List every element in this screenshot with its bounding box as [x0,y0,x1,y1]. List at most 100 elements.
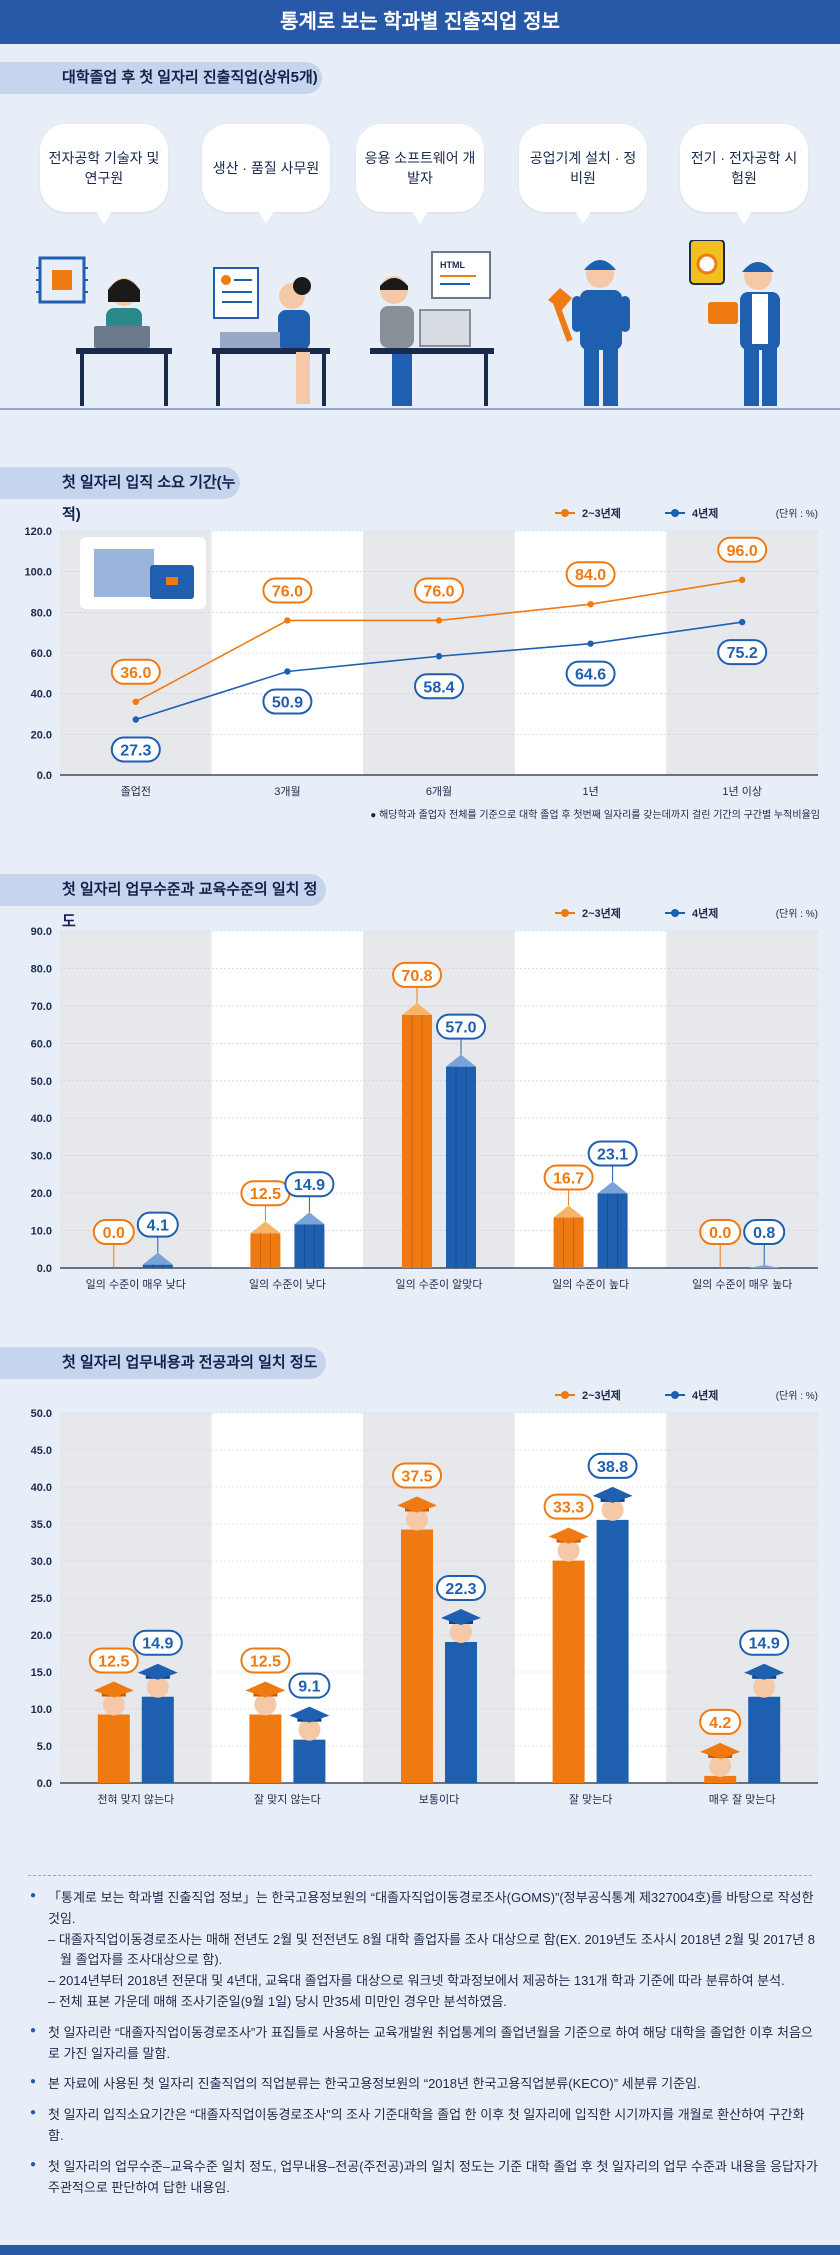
legend-marker-4yr [671,1391,679,1399]
mechanic-illustration [548,260,630,406]
data-label-4yr-box [739,1629,790,1656]
chart1-footnote: ● 해당학과 졸업자 전체를 기준으로 대학 졸업 후 첫번째 일자리를 갖는데… [370,810,820,821]
y-tick-label: 120.0 [24,526,52,538]
x-tick-label: 보통이다 [419,1793,459,1806]
graduate-face [102,1693,125,1716]
pencil-tip-2yr [402,1002,432,1015]
bar-2yr [97,1714,130,1783]
data-label-2yr: 12.5 [250,1186,281,1203]
x-tick-label: 잘 맞는다 [569,1793,613,1806]
data-label-2yr: 96.0 [727,543,758,560]
note-item: 첫 일자리 입직소요기간은 “대졸자직업이동경로조사”의 조사 기준대학을 졸업… [28,2105,818,2147]
major-match-bar-chart: 0.0 5.0 10.0 15.0 20.0 25.0 30.0 35.0 40.0 45.0 50… [31,1388,818,1806]
note-text: 첫 일자리 입직소요기간은 “대졸자직업이동경로조사”의 조사 기준대학을 졸업… [48,2107,805,2143]
data-point-2yr [132,698,139,705]
bar-4yr [294,1224,325,1268]
data-label-4yr-box [587,1452,638,1479]
data-label-4yr: 9.1 [298,1679,320,1696]
note-subitem: – 2014년부터 2018년 전문대 및 4년대, 교육대 졸업자를 대상으로… [48,1973,785,1989]
note-text: 본 자료에 사용된 첫 일자리 진출직업의 직업분류는 한국고용정보원의 “20… [48,2076,701,2092]
x-tick-label: 6개월 [426,785,452,798]
data-label-4yr: 14.9 [294,1177,325,1194]
x-tick-label: 전혀 맞지 않는다 [97,1793,174,1806]
graduate-cap-top-4yr [137,1663,178,1680]
data-point-4yr [587,640,594,647]
legend-label-2yr: 2~3년제 [582,506,621,520]
x-tick-label: 일의 수준이 매우 높다 [692,1277,792,1291]
data-label-4yr-box [436,1013,486,1040]
bar-4yr [748,1696,781,1783]
unit-label: (단위 : %) [776,1389,818,1402]
data-label-4yr-box [587,1140,638,1167]
legend-label-4yr: 4년제 [692,1388,718,1402]
legend-marker-4yr [671,509,679,517]
legend-label-4yr: 4년제 [692,506,718,520]
data-label-2yr-box [240,1647,291,1674]
graduate-cap-top-2yr [397,1496,437,1513]
data-label-2yr-box [543,1164,594,1191]
y-tick-label: 60.0 [31,1038,52,1050]
section2-title: 첫 일자리 입직 소요 기간(누적) [0,467,240,523]
x-tick-label: 1년 이상 [722,785,762,798]
chart-column-bg [363,931,515,1268]
graduate-cap-top-2yr [700,1742,741,1759]
pencil-tip-2yr [250,1221,281,1234]
data-label-4yr-box [743,1219,786,1245]
graduate-cap-top-4yr [289,1706,330,1723]
entry-period-line-chart: 0.0 20.0 40.0 60.0 80.0 100.0 120.0 졸업전 3개월 6개월 1년… [24,506,818,798]
chart-column-bg [60,931,212,1268]
monitor-html-text: HTML [440,260,465,270]
y-tick-label: 10.0 [31,1704,52,1716]
data-label-4yr-box [262,688,313,715]
bar-2yr [250,1233,281,1268]
note-item: 「통계로 보는 학과별 진출직업 정보」는 한국고용정보원의 “대졸자직업이동경… [28,1888,818,2013]
unit-label: (단위 : %) [776,907,818,920]
x-tick-label: 매우 잘 맞는다 [709,1793,776,1806]
job-bubble-1: 전자공학 기술자 및 연구원 [40,124,168,224]
y-tick-label: 80.0 [31,607,52,619]
note-item: 첫 일자리의 업무수준–교육수준 일치 정도, 업무내용–전공(주전공)과의 일… [28,2157,818,2199]
data-label-2yr-box [262,577,313,604]
graduate-cap-top-2yr [93,1681,134,1698]
data-label-4yr-box [436,1574,486,1601]
chart-column-bg [211,931,364,1268]
y-tick-label: 0.0 [37,770,52,782]
y-tick-label: 30.0 [31,1151,52,1163]
data-label-4yr: 27.3 [120,742,151,759]
page-header: 통계로 보는 학과별 진출직업 정보 [0,0,840,44]
data-point-4yr [132,716,139,723]
data-label-2yr: 76.0 [272,583,303,600]
briefcase-lock-icon [166,577,178,585]
data-label-4yr: 22.3 [445,1581,476,1598]
data-label-2yr-box [392,961,442,988]
y-tick-label: 30.0 [31,1556,52,1568]
legend-marker-4yr [671,909,679,917]
data-label-2yr-box [92,1219,135,1245]
graduate-face [753,1675,776,1698]
note-item: 본 자료에 사용된 첫 일자리 진출직업의 직업분류는 한국고용정보원의 “20… [28,2074,818,2095]
y-tick-label: 50.0 [31,1408,52,1420]
data-label-2yr-box [392,1462,442,1489]
job-illustrations: HTML [36,240,780,406]
y-tick-label: 20.0 [31,729,52,741]
developer-illustration: HTML [370,251,494,406]
notes-divider [28,1875,812,1876]
data-label-4yr: 0.8 [753,1225,775,1242]
chart-column-bg [514,931,667,1268]
data-label-4yr-box [284,1171,335,1198]
data-point-2yr [587,601,594,608]
legend-marker-2yr [561,909,569,917]
data-label-2yr-box [414,577,464,604]
y-tick-label: 45.0 [31,1445,52,1457]
data-label-4yr: 57.0 [445,1020,476,1037]
data-point-4yr [435,653,443,660]
x-tick-label: 일의 수준이 매우 낮다 [86,1277,186,1291]
graduate-cap-top-4yr [592,1486,633,1503]
data-label-2yr: 0.0 [709,1225,731,1242]
data-label-2yr-box [565,561,616,588]
graduate-face [601,1498,624,1521]
data-label-4yr: 50.9 [272,695,303,712]
job-bubble-3: 응용 소프트웨어 개발자 [356,124,484,224]
page-footer-bar [0,2245,840,2255]
pencil-tip-4yr [142,1252,173,1265]
